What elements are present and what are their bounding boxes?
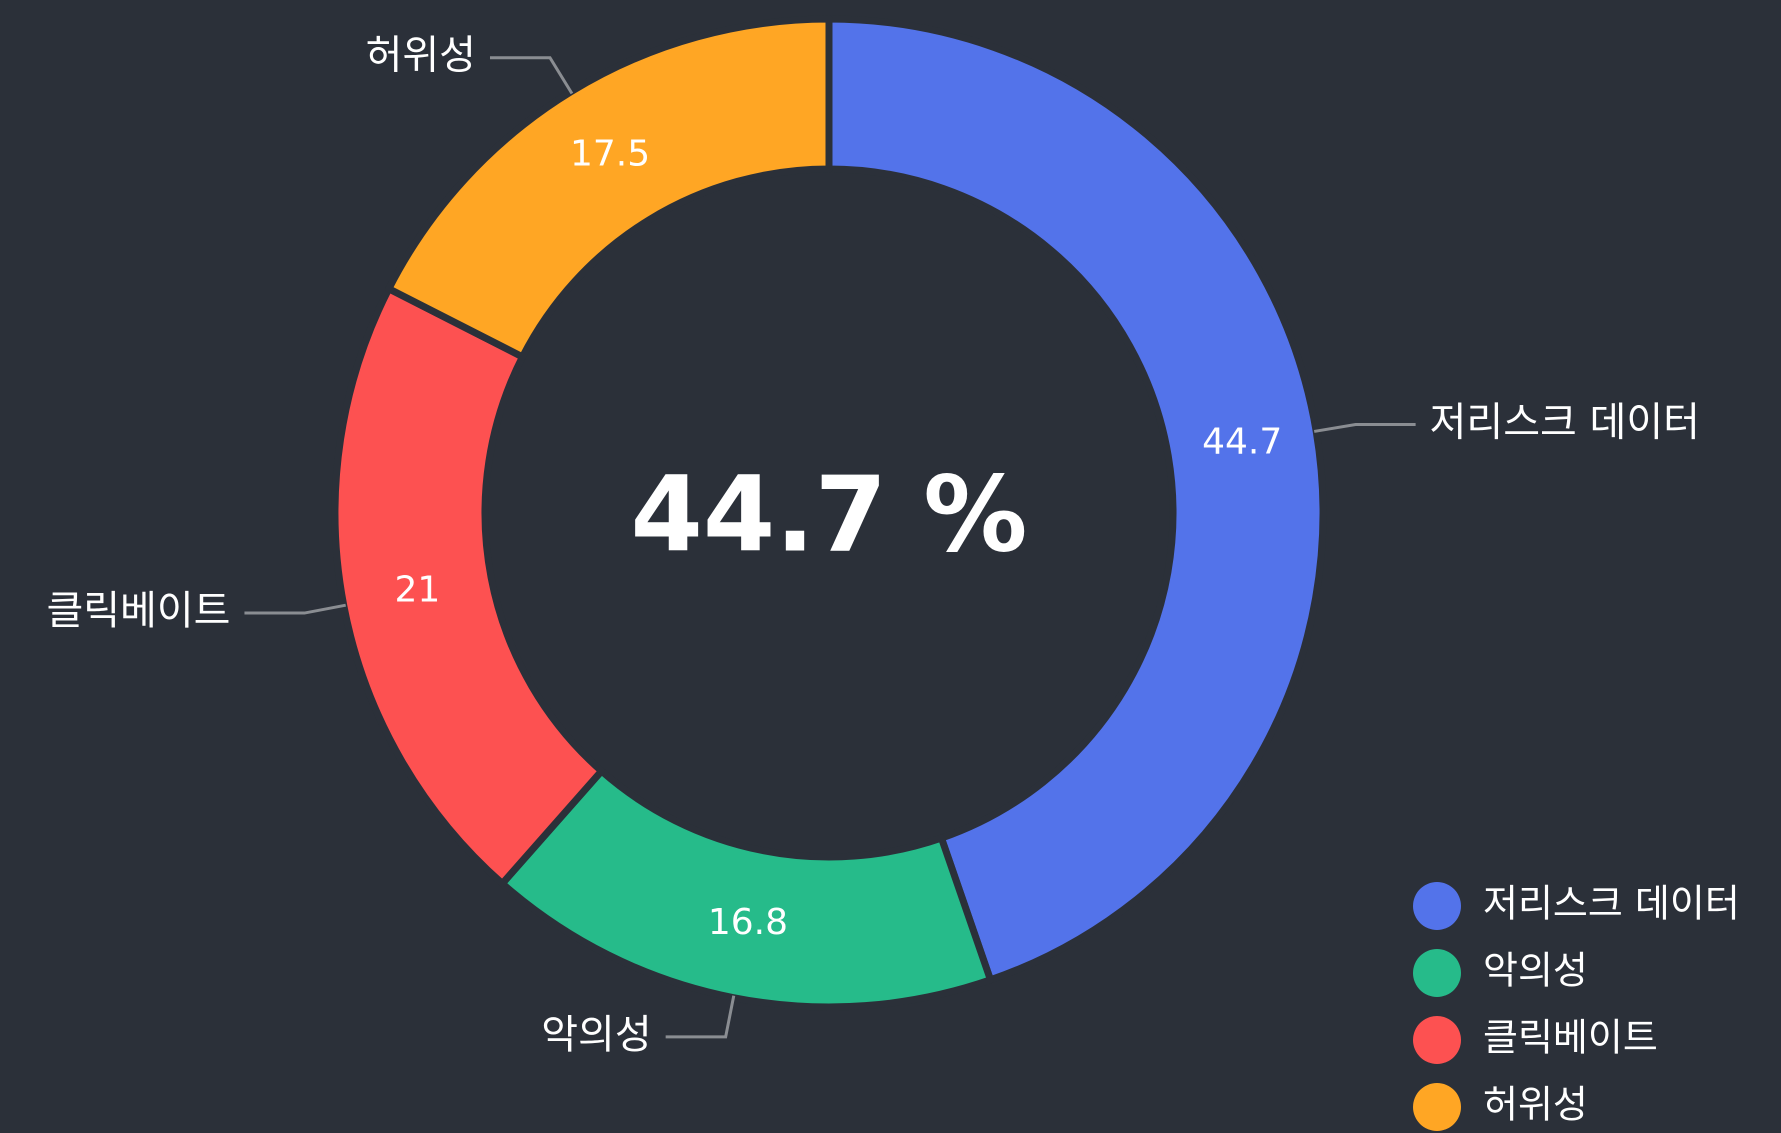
leader-line: [489, 56, 574, 95]
slice: [331, 285, 606, 888]
legend-label: 저리스크 데이터: [1483, 882, 1740, 926]
category-label: 클릭베이트: [46, 588, 230, 634]
leader-line: [1313, 422, 1416, 433]
slice: [825, 15, 1327, 984]
value-label: 44.7: [1202, 422, 1282, 463]
slice: [385, 15, 833, 361]
category-label: 저리스크 데이터: [1430, 399, 1700, 445]
value-label: 17.5: [570, 134, 650, 175]
center-label: 44.7 %: [630, 453, 1027, 575]
category-label: 허위성: [366, 33, 476, 79]
leader-line: [244, 603, 346, 615]
category-label: 악의성: [541, 1012, 651, 1058]
legend-swatch: [1413, 1083, 1461, 1131]
legend-label: 허위성: [1483, 1083, 1588, 1127]
legend-swatch: [1413, 882, 1461, 930]
value-label: 16.8: [708, 902, 788, 943]
legend-swatch: [1413, 1016, 1461, 1064]
legend-label: 악의성: [1483, 949, 1588, 993]
legend-label: 클릭베이트: [1483, 1016, 1658, 1060]
legend-swatch: [1413, 949, 1461, 997]
value-label: 21: [395, 570, 441, 611]
leader-line: [665, 995, 736, 1039]
slice: [498, 767, 994, 1011]
